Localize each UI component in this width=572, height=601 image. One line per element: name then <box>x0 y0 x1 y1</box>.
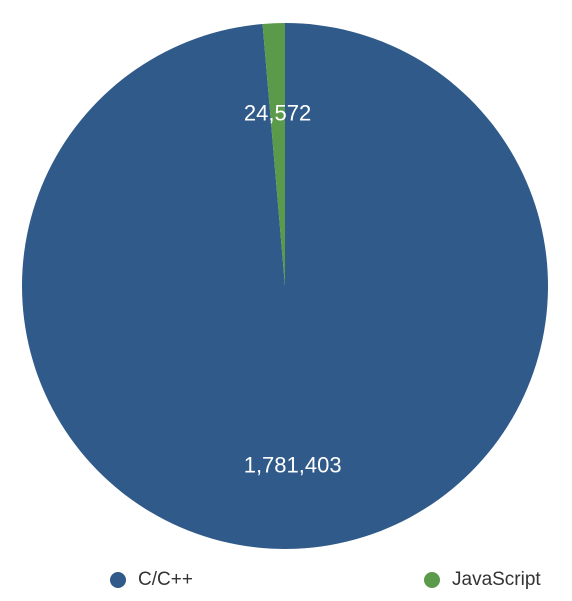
chart-legend: C/C++ JavaScript <box>0 566 572 594</box>
legend-label-c-cpp: C/C++ <box>138 569 193 590</box>
slice-label-c-cpp: 1,781,403 <box>244 453 342 478</box>
legend-item-c-cpp[interactable]: C/C++ <box>110 566 193 594</box>
legend-swatch-c-cpp <box>110 572 126 588</box>
pie-plot-area: 1,781,403 24,572 <box>21 23 548 549</box>
legend-label-javascript: JavaScript <box>452 569 541 590</box>
legend-item-javascript[interactable]: JavaScript <box>424 566 541 594</box>
legend-swatch-javascript <box>424 572 440 588</box>
slice-label-javascript: 24,572 <box>244 101 311 126</box>
pie-slice-javascript[interactable] <box>262 23 285 286</box>
